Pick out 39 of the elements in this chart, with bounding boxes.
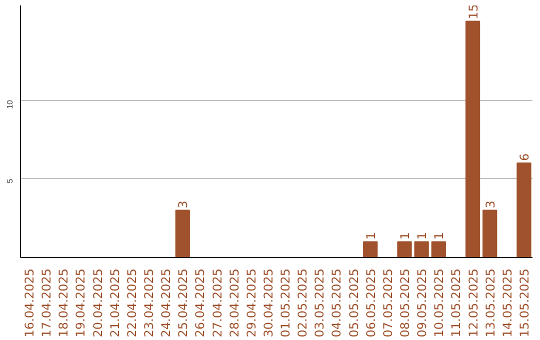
x-tick-label: 30.04.2025 xyxy=(261,268,276,338)
x-tick-label: 10.05.2025 xyxy=(432,268,446,338)
x-tick-label: 01.05.2025 xyxy=(278,268,293,338)
x-tick-label: 27.04.2025 xyxy=(210,268,224,338)
x-tick-label: 06.05.2025 xyxy=(364,268,378,338)
x-tick-label: 04.05.2025 xyxy=(330,268,344,338)
x-tick-label: 23.04.2025 xyxy=(142,268,156,338)
x-tick-label: 12.05.2025 xyxy=(466,268,480,338)
x-tick-label: 26.04.2025 xyxy=(193,268,208,338)
x-tick-label: 14.05.2025 xyxy=(500,268,514,338)
x-tick-label: 22.04.2025 xyxy=(124,268,139,338)
x-tick-label: 29.04.2025 xyxy=(244,268,258,338)
data-label: 1 xyxy=(415,232,430,240)
x-tick-label: 11.05.2025 xyxy=(449,268,464,338)
data-label: 1 xyxy=(364,232,378,240)
x-tick-label: 18.04.2025 xyxy=(56,268,71,338)
data-label: 1 xyxy=(398,232,412,240)
x-tick-label: 03.05.2025 xyxy=(312,268,327,338)
x-tick-label: 13.05.2025 xyxy=(483,268,498,338)
x-tick-label: 07.05.2025 xyxy=(380,268,395,338)
x-tick-label: 21.04.2025 xyxy=(108,268,122,338)
y-tick-label: 10 xyxy=(6,99,14,109)
x-tick-label: 05.05.2025 xyxy=(346,268,361,338)
x-tick-label: 09.05.2025 xyxy=(415,268,430,338)
x-tick-label: 25.04.2025 xyxy=(176,268,190,338)
x-tick-label: 19.04.2025 xyxy=(74,268,88,338)
data-label: 3 xyxy=(483,200,498,208)
data-label: 6 xyxy=(517,153,532,161)
x-tick-label: 15.05.2025 xyxy=(517,268,532,338)
x-tick-label: 20.04.2025 xyxy=(90,268,105,338)
x-tick-label: 16.04.2025 xyxy=(22,268,37,338)
data-label: 1 xyxy=(432,232,446,240)
x-tick-label: 17.04.2025 xyxy=(40,268,54,338)
x-tick-label: 02.05.2025 xyxy=(296,268,310,338)
x-tick-label: 08.05.2025 xyxy=(398,268,412,338)
x-tick-label: 28.04.2025 xyxy=(227,268,242,338)
data-label: 3 xyxy=(176,200,190,208)
y-tick-label: 5 xyxy=(6,178,14,184)
x-tick-label: 24.04.2025 xyxy=(159,268,174,338)
